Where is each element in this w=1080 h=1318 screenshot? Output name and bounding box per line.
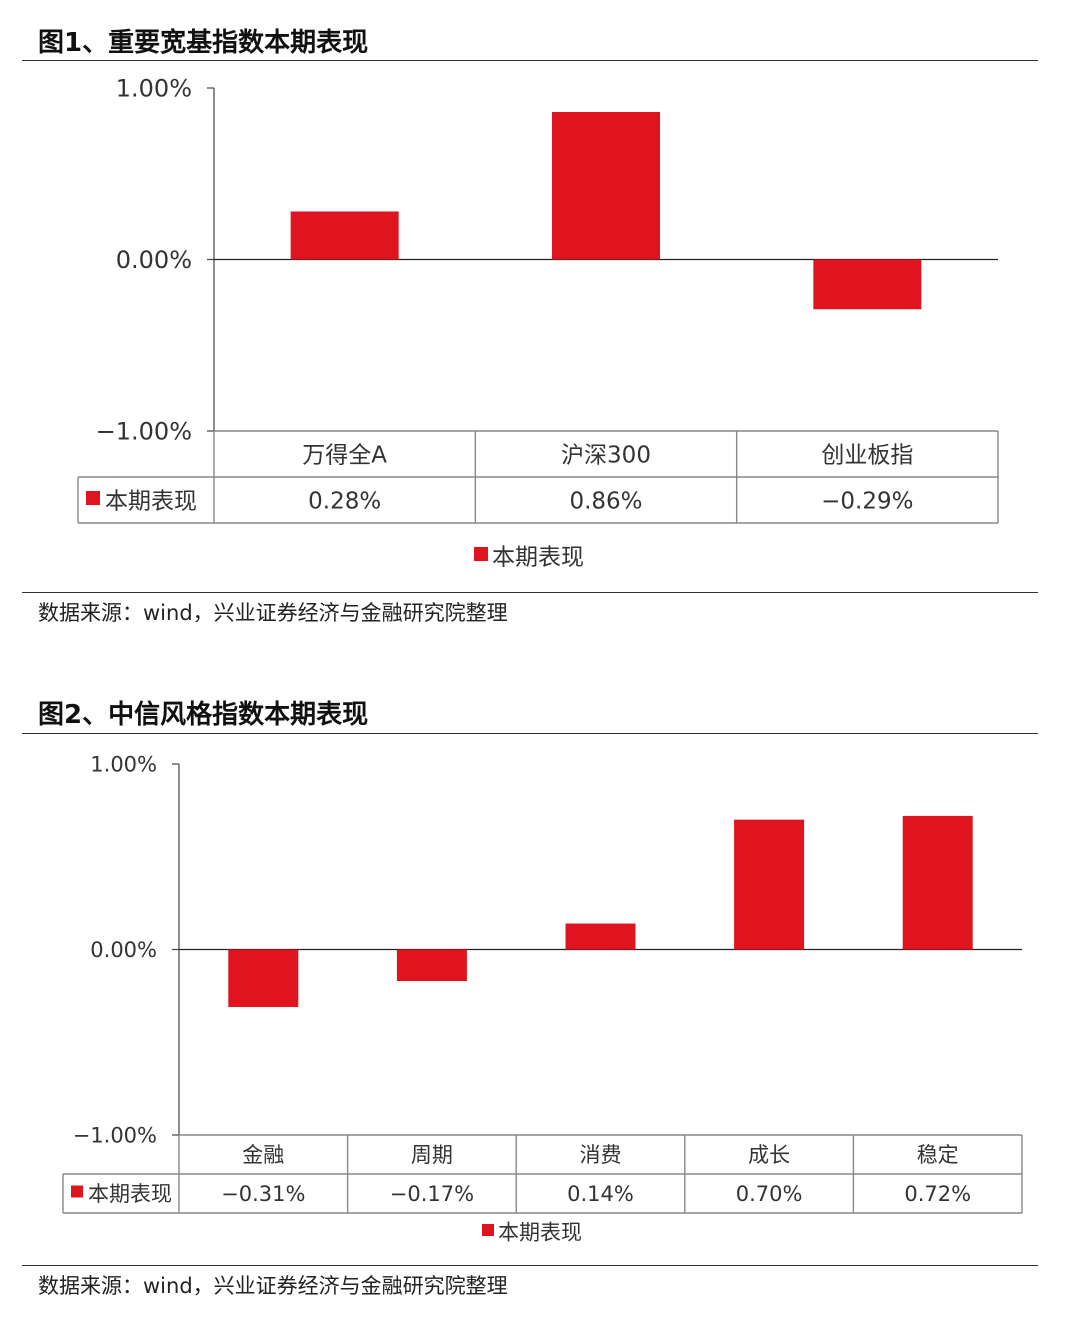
- data-label: −0.31%: [221, 1182, 305, 1206]
- category-label: 金融: [242, 1143, 284, 1167]
- category-label: 创业板指: [821, 442, 913, 468]
- y-tick-label: 0.00%: [116, 246, 192, 274]
- figure-1-source: 数据来源：wind，兴业证券经济与金融研究院整理: [38, 601, 508, 625]
- legend-swatch: [482, 1224, 494, 1236]
- figure-2-title: 图2、中信风格指数本期表现: [38, 700, 369, 730]
- figure-1-title: 图1、重要宽基指数本期表现: [38, 28, 369, 58]
- y-tick-label: −1.00%: [96, 417, 192, 445]
- bar-1: [228, 949, 299, 1008]
- figure-1-bottom-rule: [22, 592, 1038, 593]
- table-series-name: 本期表现: [88, 1182, 172, 1206]
- bar-1: [290, 211, 399, 260]
- category-label: 周期: [411, 1143, 453, 1167]
- chart-1: 1.00% 0.00% −1.00% 万得全A 0.28% 沪深300 0.86% 创业板指 −…: [77, 74, 999, 570]
- category-label: 消费: [580, 1143, 622, 1167]
- figure-2-top-rule: [22, 733, 1038, 734]
- bar-3: [813, 259, 922, 310]
- y-tick-label: −1.00%: [73, 1123, 157, 1147]
- figure-2-bottom-rule: [22, 1265, 1038, 1266]
- y-tick-label: 0.00%: [90, 938, 157, 962]
- bar-2: [552, 112, 660, 260]
- category-label: 沪深300: [561, 442, 651, 468]
- legend-label: 本期表现: [498, 1221, 582, 1245]
- table-series-key: [71, 1185, 83, 1198]
- data-label: −0.29%: [821, 488, 913, 514]
- figure-1-top-rule: [22, 60, 1038, 61]
- data-label: 0.70%: [736, 1182, 803, 1206]
- table-series-key: [86, 491, 100, 505]
- y-tick-label: 1.00%: [90, 752, 157, 776]
- bar-4: [734, 819, 805, 950]
- data-label: 0.14%: [567, 1182, 634, 1206]
- category-label: 稳定: [917, 1143, 959, 1167]
- bar-5: [902, 815, 973, 950]
- legend-label: 本期表现: [492, 544, 584, 570]
- bar-3: [565, 923, 636, 950]
- category-label: 成长: [748, 1143, 790, 1167]
- category-label: 万得全A: [302, 442, 387, 468]
- data-label: 0.86%: [569, 488, 642, 514]
- y-tick-label: 1.00%: [116, 74, 192, 102]
- table-series-name: 本期表现: [105, 488, 197, 514]
- data-label: 0.72%: [904, 1182, 971, 1206]
- data-label: −0.17%: [390, 1182, 474, 1206]
- bar-2: [396, 949, 467, 982]
- legend-swatch: [474, 547, 488, 561]
- chart-2: 1.00% 0.00% −1.00% 金融 −0.31% 周期 −0.17% 消费 0.14% 成…: [62, 752, 1023, 1245]
- data-label: 0.28%: [308, 488, 381, 514]
- figure-2-source: 数据来源：wind，兴业证券经济与金融研究院整理: [38, 1274, 508, 1298]
